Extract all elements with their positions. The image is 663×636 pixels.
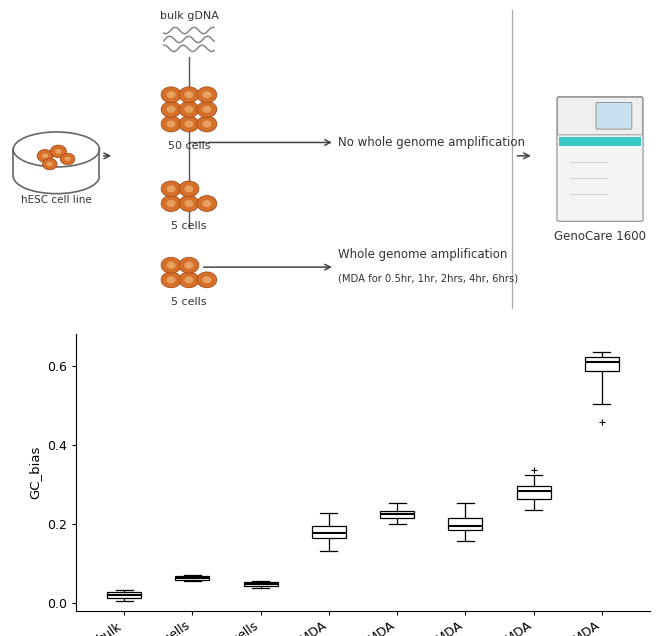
Ellipse shape	[184, 185, 194, 193]
Ellipse shape	[202, 120, 211, 128]
Ellipse shape	[179, 181, 199, 197]
Ellipse shape	[202, 200, 211, 207]
Ellipse shape	[202, 91, 211, 99]
Ellipse shape	[184, 276, 194, 284]
Ellipse shape	[166, 276, 176, 284]
Ellipse shape	[179, 116, 199, 132]
Text: hESC cell line: hESC cell line	[21, 195, 91, 205]
PathPatch shape	[243, 582, 278, 586]
Ellipse shape	[179, 86, 199, 103]
PathPatch shape	[312, 526, 346, 538]
Ellipse shape	[55, 149, 62, 154]
PathPatch shape	[175, 576, 210, 580]
Ellipse shape	[161, 257, 181, 273]
Ellipse shape	[202, 276, 211, 284]
Ellipse shape	[179, 196, 199, 211]
Text: No whole genome amplification: No whole genome amplification	[338, 136, 525, 149]
PathPatch shape	[585, 357, 619, 371]
Ellipse shape	[166, 261, 176, 269]
Ellipse shape	[197, 116, 217, 132]
Ellipse shape	[60, 153, 75, 165]
Ellipse shape	[42, 153, 48, 158]
Ellipse shape	[197, 272, 217, 287]
Ellipse shape	[202, 106, 211, 113]
Ellipse shape	[65, 156, 71, 162]
Ellipse shape	[197, 101, 217, 118]
Ellipse shape	[161, 196, 181, 211]
Y-axis label: GC_bias: GC_bias	[29, 446, 42, 499]
PathPatch shape	[448, 518, 483, 530]
Ellipse shape	[166, 106, 176, 113]
Text: Whole genome amplification: Whole genome amplification	[338, 248, 507, 261]
Ellipse shape	[197, 196, 217, 211]
Ellipse shape	[42, 158, 57, 170]
Text: 5 cells: 5 cells	[171, 297, 207, 307]
FancyBboxPatch shape	[596, 102, 632, 129]
Ellipse shape	[184, 91, 194, 99]
PathPatch shape	[516, 486, 551, 499]
PathPatch shape	[107, 592, 141, 598]
Ellipse shape	[197, 86, 217, 103]
FancyBboxPatch shape	[558, 97, 642, 135]
Ellipse shape	[179, 272, 199, 287]
Ellipse shape	[166, 91, 176, 99]
Text: 5 cells: 5 cells	[171, 221, 207, 231]
Ellipse shape	[184, 200, 194, 207]
Ellipse shape	[161, 116, 181, 132]
Ellipse shape	[184, 106, 194, 113]
Ellipse shape	[166, 120, 176, 128]
Ellipse shape	[50, 145, 66, 158]
Ellipse shape	[37, 149, 53, 162]
Text: bulk gDNA: bulk gDNA	[160, 11, 218, 22]
Ellipse shape	[46, 162, 52, 166]
Ellipse shape	[166, 185, 176, 193]
Ellipse shape	[161, 101, 181, 118]
Ellipse shape	[184, 261, 194, 269]
Text: (MDA for 0.5hr, 1hr, 2hrs, 4hr, 6hrs): (MDA for 0.5hr, 1hr, 2hrs, 4hr, 6hrs)	[338, 273, 518, 284]
Ellipse shape	[161, 272, 181, 287]
PathPatch shape	[380, 511, 414, 518]
Ellipse shape	[161, 181, 181, 197]
FancyBboxPatch shape	[557, 97, 643, 221]
Ellipse shape	[179, 101, 199, 118]
Ellipse shape	[179, 257, 199, 273]
Ellipse shape	[166, 200, 176, 207]
Ellipse shape	[184, 120, 194, 128]
Text: 50 cells: 50 cells	[168, 141, 210, 151]
Ellipse shape	[161, 86, 181, 103]
Text: GenoCare 1600: GenoCare 1600	[554, 230, 646, 243]
Bar	[559, 137, 641, 146]
